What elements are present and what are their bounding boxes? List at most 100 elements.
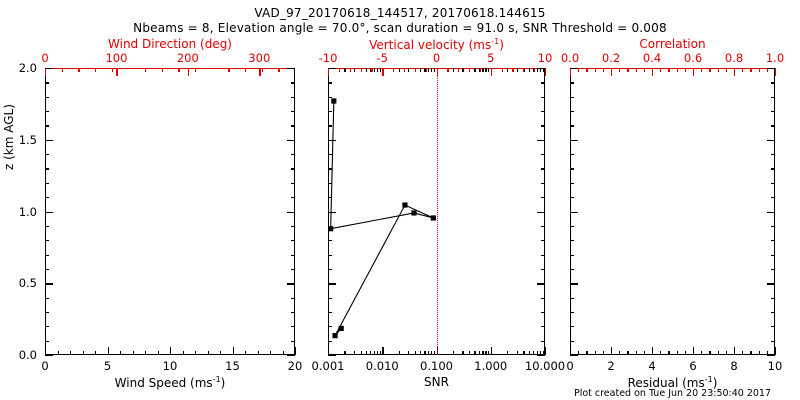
x-tick-major — [382, 347, 384, 355]
x-tick-minor-top — [403, 68, 406, 72]
x-tick-label: 15 — [225, 359, 240, 373]
x-tick-minor-top — [528, 68, 530, 72]
x-tick-minor — [684, 351, 686, 355]
x-tick-minor — [725, 351, 727, 355]
x-tick-minor — [516, 351, 518, 355]
y-tick-minor — [570, 125, 574, 127]
x-tick-major-top — [259, 68, 261, 76]
top-tick-label: -10 — [318, 51, 338, 65]
x-tick-minor-top — [469, 68, 471, 72]
x-tick-minor-top — [750, 68, 752, 72]
y-tick-minor-right — [291, 168, 295, 170]
x-tick-minor — [120, 351, 122, 355]
y-tick-minor-right — [541, 240, 545, 242]
x-tick-minor-top — [532, 68, 535, 72]
data-point — [331, 98, 337, 104]
x-tick-major — [734, 347, 736, 355]
y-tick-major-right — [537, 139, 545, 142]
y-tick-major — [328, 211, 336, 213]
x-tick-minor-top — [431, 68, 433, 72]
x-tick-minor-top — [534, 68, 536, 72]
y-tick-minor — [328, 125, 332, 127]
x-tick-minor — [57, 351, 59, 355]
y-tick-major-right — [537, 68, 545, 70]
x-tick-minor — [82, 351, 84, 355]
x-tick-minor — [220, 351, 222, 355]
x-tick-minor-top — [447, 68, 449, 72]
y-tick-minor-right — [541, 268, 545, 271]
x-tick-major — [652, 347, 654, 355]
x-tick-minor-top — [365, 68, 368, 72]
x-tick-major-top — [328, 68, 330, 76]
x-tick-minor-top — [542, 68, 544, 72]
y-tick-minor — [328, 111, 332, 113]
x-tick-label: 0 — [566, 359, 574, 373]
y-tick-minor-right — [291, 182, 295, 184]
y-tick-minor-right — [541, 326, 545, 328]
x-tick-minor-top — [676, 68, 678, 72]
y-tick-minor-right — [291, 340, 295, 342]
x-tick-minor-top — [478, 68, 480, 72]
x-tick-label: 10.000 — [524, 359, 566, 373]
y-tick-minor — [570, 225, 574, 228]
y-tick-minor-right — [291, 111, 295, 113]
x-tick-label: 4 — [648, 359, 656, 373]
top-tick-label: 200 — [176, 51, 199, 65]
y-tick-minor — [328, 297, 332, 299]
x-tick-minor — [245, 351, 247, 355]
x-tick-minor-top — [360, 68, 362, 72]
x-tick-minor-top — [643, 68, 645, 72]
x-tick-minor-top — [501, 68, 503, 72]
x-tick-minor-top — [228, 68, 230, 72]
x-tick-minor — [257, 351, 259, 355]
top-tick-label: 0.2 — [601, 51, 621, 65]
y-tick-major-right — [767, 139, 775, 142]
y-tick-minor — [570, 111, 574, 113]
x-tick-minor-top — [145, 68, 147, 72]
x-tick-minor-top — [474, 68, 476, 72]
x-tick-minor-top — [278, 68, 280, 72]
x-tick-minor — [353, 351, 356, 355]
x-tick-major — [45, 347, 47, 355]
y-tick-minor-right — [771, 182, 775, 184]
y-tick-minor-right — [771, 111, 775, 113]
y-tick-minor-right — [541, 225, 545, 228]
x-tick-minor — [282, 351, 284, 355]
x-tick-minor — [660, 351, 662, 355]
y-tick-minor-right — [291, 96, 295, 98]
x-tick-minor-top — [668, 68, 670, 72]
x-tick-minor-top — [61, 68, 63, 72]
x-tick-minor-top — [425, 68, 427, 72]
x-tick-minor-top — [523, 68, 525, 72]
y-tick-major — [45, 283, 53, 285]
x-tick-major-top — [382, 68, 384, 76]
y-tick-minor — [45, 340, 49, 342]
top-tick-label: 0 — [41, 51, 49, 65]
x-tick-minor — [424, 351, 426, 355]
x-tick-minor-top — [338, 68, 341, 72]
y-tick-minor — [328, 168, 332, 170]
x-tick-minor — [635, 351, 637, 355]
x-tick-major-top — [187, 68, 190, 76]
y-tick-minor-right — [771, 225, 775, 228]
x-tick-minor-top — [424, 68, 426, 72]
y-tick-minor — [328, 197, 332, 199]
y-tick-major-right — [287, 355, 295, 357]
y-tick-major — [570, 355, 578, 357]
x-tick-minor — [766, 351, 768, 355]
x-tick-minor-top — [594, 68, 596, 72]
x-tick-minor-top — [376, 68, 379, 72]
data-point — [332, 333, 338, 339]
panel-snr: 0.001 0.010 0.100 1.000 10.000 SNR -10 -5 0 5 10 Ve… — [312, 37, 566, 389]
x-tick-minor — [365, 351, 368, 355]
y-tick-minor — [570, 311, 574, 314]
y-tick-minor-right — [771, 197, 775, 199]
y-tick-major — [570, 283, 578, 285]
x-tick-minor-top — [408, 68, 410, 72]
x-tick-label: 0 — [41, 359, 49, 373]
y-tick-minor — [328, 340, 332, 342]
y-tick-minor-right — [291, 197, 295, 199]
plot-title: VAD_97_20170618_144517, 20170618.144615 — [254, 6, 546, 20]
x-tick-major — [295, 347, 297, 355]
y-tick-minor-right — [541, 96, 545, 98]
